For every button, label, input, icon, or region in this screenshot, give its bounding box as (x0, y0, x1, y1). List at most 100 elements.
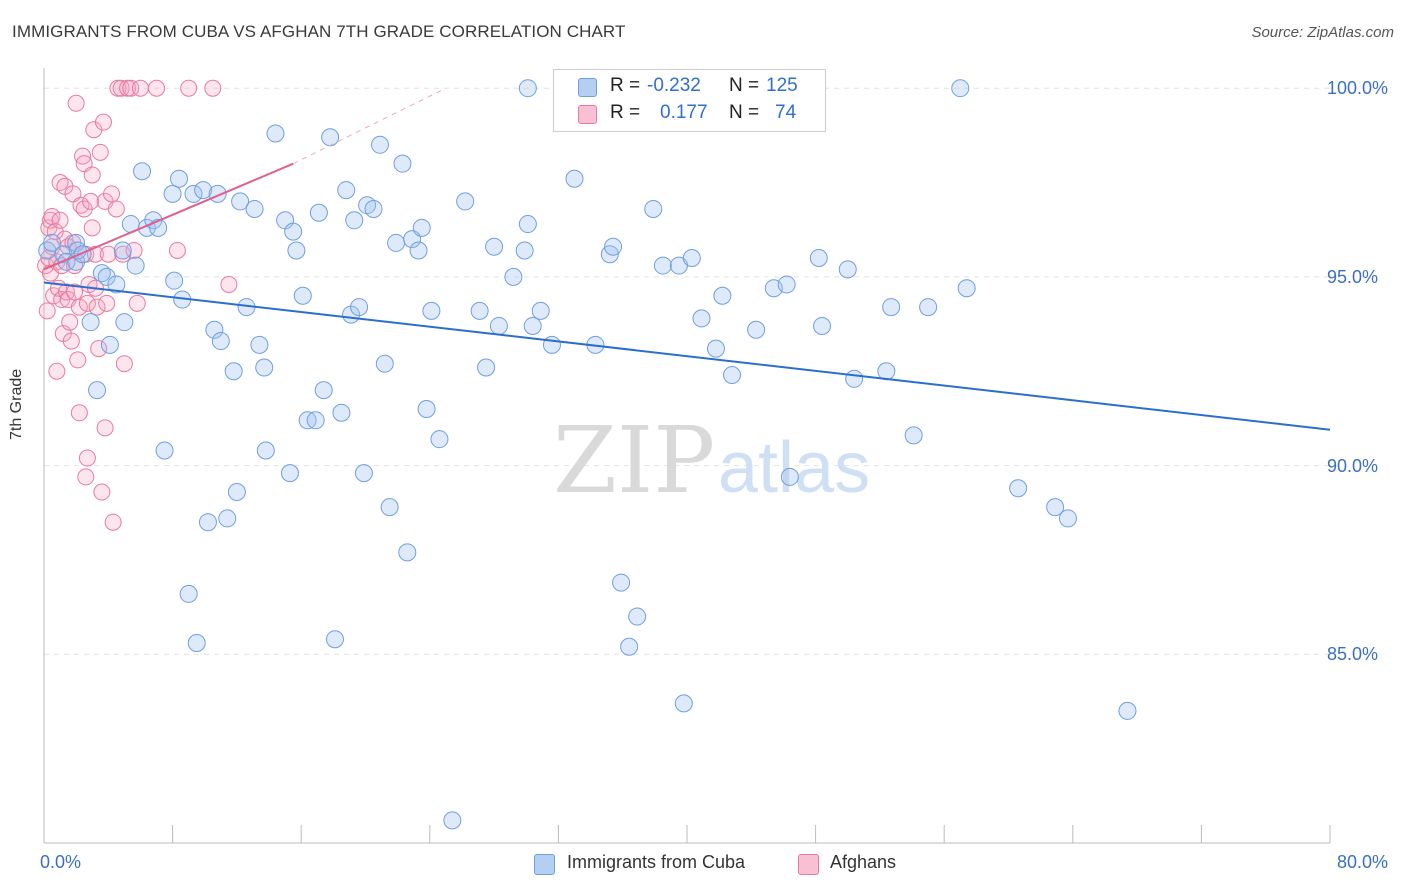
legend-label-cuba: Immigrants from Cuba (567, 852, 746, 872)
afghans-point (93, 483, 111, 501)
afghans-point (148, 79, 166, 97)
cuba-point (332, 403, 351, 422)
afghans-point (204, 79, 222, 97)
cuba-point (380, 498, 399, 517)
afghans-point (94, 113, 112, 131)
afghans-point (62, 332, 80, 350)
legend-swatch-cuba (534, 854, 555, 875)
cuba-point (882, 298, 901, 317)
afghans-point (70, 404, 88, 422)
cuba-point (387, 233, 406, 252)
cuba-point (747, 320, 766, 339)
chart-title: IMMIGRANTS FROM CUBA VS AFGHAN 7TH GRADE… (12, 22, 626, 41)
afghans-point (82, 192, 100, 210)
trend-lines (43, 87, 1331, 431)
cuba-point (170, 169, 189, 188)
cuba-point (813, 316, 832, 335)
cuba-point (518, 79, 537, 98)
y-tick-label: 100.0% (1327, 78, 1389, 99)
afghans-point (78, 294, 96, 312)
cuba-point (951, 79, 970, 98)
cuba-point (809, 249, 828, 268)
afghans-point (98, 294, 116, 312)
cuba-point (115, 313, 134, 332)
legend-swatch-afghans (798, 854, 819, 875)
cuba-point (531, 301, 550, 320)
afghans-point (67, 94, 85, 112)
afghans-point (38, 302, 56, 320)
cuba-point (515, 241, 534, 260)
cuba-point (523, 316, 542, 335)
cuba-point (325, 630, 344, 649)
legend-swatch-cuba (578, 78, 597, 97)
cuba-point (470, 301, 489, 320)
cuba-point (604, 237, 623, 256)
cuba-point (692, 309, 711, 328)
cuba-point (345, 211, 364, 230)
cuba-point (904, 426, 923, 445)
cuba-point (777, 275, 796, 294)
cuba-point (1046, 498, 1065, 517)
cuba-point (309, 203, 328, 222)
legend-n-value: 125 (766, 75, 798, 96)
cuba-point (113, 241, 132, 260)
cuba-point (723, 366, 742, 385)
afghans-point (40, 249, 58, 267)
afghans-point (96, 419, 114, 437)
y-axis-title: 7th Grade (8, 368, 25, 440)
cuba-point (1009, 479, 1028, 498)
cuba-point (350, 298, 369, 317)
y-tick-label: 85.0% (1327, 644, 1379, 665)
legend-n-label: N = (729, 102, 760, 123)
cuba-point (184, 184, 203, 203)
legend-r-label: R = (610, 75, 641, 96)
cuba-point (218, 509, 237, 528)
cuba-point (1058, 509, 1077, 528)
cuba-point (877, 362, 896, 381)
afghans-point (180, 79, 198, 97)
cuba-point (97, 267, 116, 286)
legend-r-value: 0.177 (660, 102, 708, 123)
cuba-point (620, 637, 639, 656)
afghans-trend-line (43, 162, 294, 271)
cuba-point (211, 332, 230, 351)
afghans-point (90, 340, 108, 358)
cuba-point (398, 543, 417, 562)
afghans-point (78, 449, 96, 467)
afghans-point (83, 219, 101, 237)
cuba-point (489, 316, 508, 335)
afghans-point (70, 298, 88, 316)
watermark-zip: ZIP (553, 407, 715, 514)
source-credit: Source: ZipAtlas.com (1251, 24, 1394, 41)
cuba-point (250, 335, 269, 354)
afghans-point (104, 513, 122, 531)
cuba-point (375, 354, 394, 373)
cuba-point (780, 467, 799, 486)
cuba-point (542, 335, 561, 354)
cuba-point (81, 313, 100, 332)
cuba-point (504, 267, 523, 286)
legend-n-value: 74 (775, 102, 797, 123)
cuba-point (224, 362, 243, 381)
cuba-point (198, 513, 217, 532)
cuba-point (67, 233, 86, 252)
cuba-point (107, 275, 126, 294)
cuba-point (266, 124, 285, 143)
cuba-point (682, 249, 701, 268)
cuba-point (674, 694, 693, 713)
afghans-point (66, 283, 84, 301)
afghans-point (88, 298, 106, 316)
cuba-point (1118, 701, 1137, 720)
cuba-point (417, 399, 436, 418)
stats-legend: R = -0.232 N = 125 R = 0.177 N = 74 (553, 69, 826, 132)
cuba-point (165, 271, 184, 290)
cuba-point (187, 633, 206, 652)
afghans-point (99, 245, 117, 263)
cuba-point (456, 192, 475, 211)
cuba-point (337, 181, 356, 200)
afghans-trend-extension (292, 87, 447, 165)
watermark: ZIP atlas (553, 407, 870, 514)
afghans-point (122, 79, 140, 97)
cuba-point (88, 381, 107, 400)
